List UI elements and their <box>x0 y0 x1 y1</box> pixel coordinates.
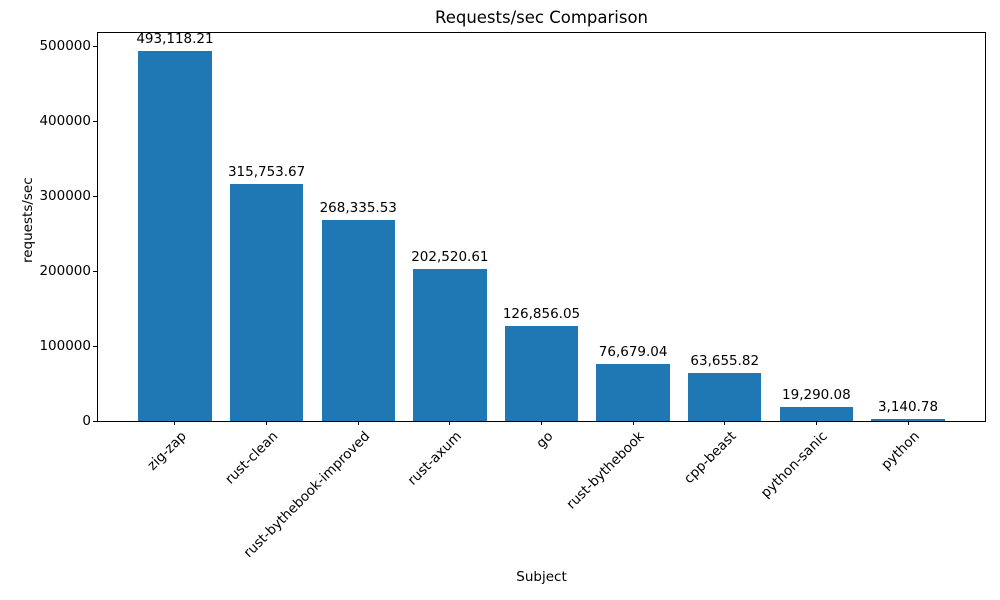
y-tick-mark <box>93 270 97 272</box>
bar-value-label: 19,290.08 <box>782 386 851 403</box>
y-tick-label: 500000 <box>39 38 91 55</box>
y-tick-mark <box>93 195 97 197</box>
bar <box>138 51 212 421</box>
bar <box>321 219 395 421</box>
bar <box>688 373 762 421</box>
x-tick-label: python <box>877 428 923 474</box>
bar-value-label: 126,856.05 <box>502 305 581 322</box>
bar-value-label: 493,118.21 <box>136 31 214 48</box>
bar-value-label: 76,679.04 <box>598 343 668 360</box>
bar <box>229 184 304 421</box>
y-tick-mark <box>93 120 97 122</box>
bar-value-label: 268,335.53 <box>319 199 397 216</box>
x-axis-label: Subject <box>516 569 567 585</box>
y-axis-label: requests/sec <box>20 177 36 263</box>
y-tick-mark <box>93 345 97 347</box>
x-tick-mark <box>724 421 726 425</box>
x-tick-label: zig-zap <box>144 428 190 474</box>
x-tick-mark <box>541 421 542 425</box>
bar-value-label: 202,520.61 <box>411 249 489 266</box>
bar <box>504 325 579 421</box>
x-tick-label: rust-bythebook <box>563 428 648 513</box>
bar-value-label: 63,655.82 <box>690 353 760 370</box>
x-tick-label: rust-axum <box>404 428 465 489</box>
x-tick-mark <box>266 421 268 425</box>
bar-value-label: 3,140.78 <box>877 398 939 415</box>
y-tick-mark <box>93 45 97 47</box>
x-tick-mark <box>449 421 451 425</box>
bar-value-label: 315,753.67 <box>227 164 306 181</box>
plot-area: 493,118.21 zig-zap 315,753.67 rust-clean 268… <box>39 31 986 561</box>
x-tick-label: go <box>532 428 557 452</box>
x-tick-mark <box>907 421 909 425</box>
y-tick-label: 200000 <box>39 263 91 280</box>
x-tick-mark <box>174 421 176 425</box>
x-tick-mark <box>815 421 817 425</box>
x-tick-mark <box>632 421 634 425</box>
y-tick-label: 100000 <box>39 338 91 355</box>
bar <box>779 406 854 421</box>
y-tick-mark <box>93 420 97 422</box>
x-tick-mark <box>357 421 359 425</box>
bar <box>871 418 945 421</box>
chart-title: Requests/sec Comparison <box>434 8 649 27</box>
y-tick-label: 0 <box>82 413 91 429</box>
x-tick-label: python-sanic <box>758 428 832 502</box>
x-tick-label: rust-clean <box>222 428 282 488</box>
bar <box>413 269 487 421</box>
y-tick-label: 300000 <box>39 188 91 205</box>
x-tick-label: cpp-beast <box>680 428 740 487</box>
bar <box>596 363 670 421</box>
y-tick-label: 400000 <box>39 113 91 130</box>
